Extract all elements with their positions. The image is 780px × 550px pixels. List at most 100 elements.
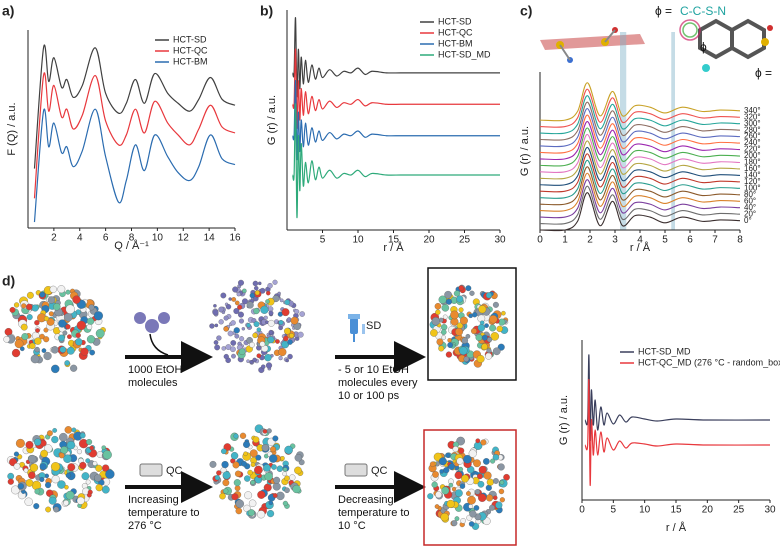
- molecule-atom: [3, 336, 10, 343]
- molecule-atom: [443, 467, 450, 474]
- molecule-atom: [284, 487, 290, 494]
- molecule-atom: [231, 493, 239, 501]
- molecule-atom: [463, 454, 472, 464]
- molecule-atom: [259, 287, 266, 294]
- molecule-atom: [453, 290, 461, 297]
- molecule-atom: [43, 336, 50, 343]
- molecule-atom: [86, 335, 96, 344]
- data-line: [539, 127, 741, 167]
- molecule-atom: [287, 353, 293, 360]
- molecule-atom: [458, 447, 465, 454]
- molecule-atom: [44, 444, 53, 453]
- molecule-atom: [95, 464, 103, 472]
- molecule-atom: [489, 324, 497, 332]
- molecule-atom: [63, 454, 72, 463]
- molecule-atom: [58, 452, 65, 459]
- atom: [158, 312, 170, 324]
- legend-label: 260°: [744, 132, 761, 141]
- molecule-atom: [39, 463, 47, 471]
- icon-shape: [362, 324, 365, 334]
- y-axis-label: F (Q) / a.u.: [6, 102, 18, 155]
- molecule-atom: [75, 338, 83, 346]
- molecule-atom: [272, 482, 281, 491]
- molecule-atom: [79, 461, 87, 469]
- rotamer-cloud: [679, 19, 701, 41]
- molecule-atom: [465, 334, 471, 339]
- annotation: ϕ =: [755, 66, 772, 80]
- x-tick-label: 8: [129, 233, 135, 244]
- molecule-atom: [478, 465, 487, 474]
- molecule-atom: [60, 446, 69, 455]
- molecule-atom: [232, 461, 240, 469]
- molecule-atom: [220, 292, 227, 299]
- molecule-atom: [209, 323, 215, 329]
- legend-label: 0°: [744, 216, 752, 225]
- molecule-atom: [26, 291, 34, 299]
- molecule-atom: [35, 328, 40, 333]
- ethanol-icon: [134, 312, 170, 356]
- molecule-atom: [34, 346, 40, 353]
- legend-label: 160°: [744, 164, 761, 173]
- x-tick-label: 5: [662, 235, 668, 246]
- molecule-atom: [39, 477, 45, 483]
- data-line: [539, 172, 741, 212]
- molecule-atom: [235, 499, 245, 508]
- x-tick-label: 20: [423, 235, 435, 246]
- x-tick-label: 10: [152, 233, 164, 244]
- molecule-atom: [492, 347, 501, 356]
- atom: [761, 38, 769, 46]
- x-tick-label: 0: [537, 235, 543, 246]
- molecule-atom: [278, 320, 284, 325]
- method-label: QC: [371, 465, 388, 477]
- molecule-atom: [438, 295, 447, 304]
- molecule-atom: [455, 327, 463, 336]
- molecule-atom: [477, 324, 486, 332]
- molecule-atom: [40, 449, 48, 458]
- molecule-atom: [466, 491, 471, 496]
- annotation: C-C-S-N: [680, 4, 726, 18]
- molecule-atom: [214, 323, 219, 328]
- molecule-atom: [486, 337, 493, 343]
- molecule-atom: [225, 304, 232, 310]
- molecule-atom: [478, 493, 487, 502]
- molecule-atom: [257, 490, 266, 499]
- molecule-atom: [492, 454, 500, 461]
- molecule-atom: [85, 479, 91, 485]
- molecule-atom: [264, 353, 272, 362]
- molecule-atom: [279, 298, 284, 303]
- molecule-atom: [48, 311, 54, 317]
- molecule-atom: [209, 460, 217, 468]
- molecule-atom: [223, 353, 229, 360]
- molecule-atom: [452, 446, 459, 453]
- x-tick-label: 15: [670, 505, 682, 516]
- data-line: [539, 121, 741, 161]
- sd-icon: [348, 314, 365, 342]
- molecule-atom: [249, 292, 255, 299]
- data-line: [539, 133, 741, 174]
- molecule-atom: [268, 310, 274, 316]
- legend-label: HCT-SD_MD: [638, 346, 691, 356]
- molecule-atom: [286, 317, 292, 322]
- x-axis-label: Q / Å⁻¹: [114, 239, 149, 252]
- molecule-atom: [88, 304, 95, 311]
- molecule-atom: [282, 471, 287, 477]
- molecule-atom: [52, 428, 58, 433]
- molecule-atom: [498, 488, 505, 495]
- molecule-atom: [451, 520, 458, 527]
- molecule-atom: [284, 327, 291, 335]
- molecule-atom: [243, 441, 251, 448]
- molecule-atom: [14, 339, 24, 349]
- molecule-atom: [246, 323, 251, 328]
- panel-label: c): [520, 3, 532, 19]
- molecule-atom: [299, 311, 305, 317]
- molecule-atom: [31, 304, 39, 312]
- molecule-atom: [489, 504, 496, 511]
- molecule-atom: [53, 303, 61, 311]
- molecule-atom: [438, 345, 445, 352]
- molecule-atom: [485, 292, 493, 299]
- molecule-plane: [540, 34, 645, 50]
- molecule-atom: [9, 306, 16, 313]
- data-line: [292, 103, 500, 219]
- molecule-atom: [471, 328, 477, 335]
- molecule-atom: [501, 310, 506, 316]
